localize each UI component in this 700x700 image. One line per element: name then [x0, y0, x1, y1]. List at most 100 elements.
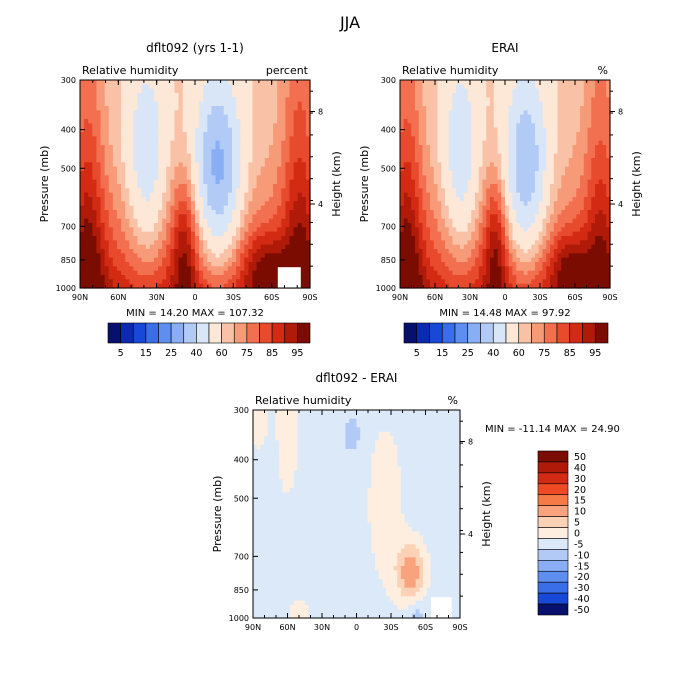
- field-cell: [88, 197, 93, 202]
- field-cell: [531, 114, 536, 120]
- field-cell: [88, 97, 93, 103]
- field-cell: [527, 240, 532, 246]
- field-cell: [418, 136, 424, 142]
- field-cell: [166, 93, 171, 98]
- field-cell: [141, 236, 147, 241]
- field-cell: [260, 166, 266, 172]
- field-cell: [415, 205, 420, 211]
- field-cell: [527, 140, 532, 146]
- field-cell: [195, 127, 200, 133]
- field-cell: [264, 132, 270, 137]
- field-cell: [223, 140, 229, 146]
- field-cell: [166, 192, 171, 198]
- field-cell: [252, 249, 258, 254]
- field-cell: [293, 80, 299, 85]
- field-cell: [297, 179, 303, 185]
- field-cell: [240, 179, 245, 185]
- field-cell: [490, 166, 495, 172]
- field-cell: [486, 127, 491, 133]
- field-cell: [199, 240, 204, 246]
- field-cell: [508, 153, 514, 159]
- field-cell: [153, 127, 159, 133]
- field-cell: [236, 110, 241, 116]
- field-cell: [178, 218, 184, 224]
- field-cell: [260, 127, 266, 133]
- field-cell: [260, 262, 266, 267]
- field-cell: [256, 97, 262, 103]
- field-cell: [273, 244, 278, 250]
- field-cell: [433, 101, 439, 107]
- field-cell: [565, 175, 570, 181]
- field-cell: [531, 80, 536, 85]
- field-cell: [445, 179, 450, 185]
- field-cell: [195, 192, 200, 198]
- field-cell: [285, 106, 291, 111]
- field-cell: [195, 132, 200, 137]
- field-cell: [190, 84, 196, 90]
- field-cell: [170, 93, 176, 98]
- field-cell: [505, 162, 510, 168]
- field-cell: [244, 275, 249, 280]
- field-cell: [550, 244, 555, 250]
- field-cell: [260, 114, 266, 120]
- field-cell: [170, 218, 176, 224]
- field-cell: [80, 184, 85, 189]
- field-cell: [568, 162, 574, 168]
- field-cell: [497, 140, 502, 146]
- field-cell: [268, 97, 274, 103]
- field-cell: [240, 132, 245, 137]
- field-cell: [433, 166, 439, 172]
- field-cell: [400, 205, 405, 211]
- field-cell: [565, 153, 570, 159]
- field-cell: [281, 158, 286, 163]
- field-cell: [467, 123, 472, 129]
- field-cell: [441, 214, 446, 220]
- field-cell: [211, 192, 217, 198]
- field-cell: [403, 240, 409, 246]
- field-cell: [158, 201, 163, 207]
- field-cell: [281, 106, 286, 111]
- field-cell: [561, 153, 566, 159]
- field-cell: [415, 145, 420, 150]
- field-cell: [203, 270, 208, 276]
- field-cell: [141, 179, 147, 185]
- figure-title: JJA: [339, 13, 360, 32]
- field-cell: [129, 244, 134, 250]
- field-cell: [475, 197, 480, 202]
- field-cell: [407, 127, 412, 133]
- field-cell: [293, 201, 299, 207]
- field-cell: [441, 179, 446, 185]
- field-cell: [252, 136, 258, 142]
- field-cell: [478, 201, 484, 207]
- field-cell: [125, 244, 130, 250]
- field-cell: [531, 127, 536, 133]
- field-cell: [145, 279, 151, 285]
- field-cell: [153, 166, 159, 172]
- field-cell: [448, 192, 454, 198]
- field-cell: [129, 240, 134, 246]
- field-cell: [88, 210, 93, 215]
- field-cell: [166, 175, 171, 181]
- field-cell: [478, 175, 484, 181]
- field-cell: [576, 162, 581, 168]
- field-cell: [268, 240, 274, 246]
- field-cell: [92, 270, 98, 276]
- field-cell: [433, 201, 439, 207]
- field-cell: [133, 127, 139, 133]
- field-cell: [236, 158, 241, 163]
- field-cell: [125, 80, 130, 85]
- field-cell: [133, 119, 139, 124]
- field-cell: [467, 244, 472, 250]
- field-cell: [281, 110, 286, 116]
- field-cell: [137, 253, 143, 259]
- field-cell: [437, 119, 442, 124]
- field-cell: [96, 201, 102, 207]
- field-cell: [207, 140, 213, 146]
- field-cell: [595, 80, 600, 85]
- field-cell: [415, 153, 420, 159]
- field-cell: [182, 149, 188, 155]
- field-cell: [493, 119, 499, 124]
- field-cell: [195, 171, 200, 176]
- field-cell: [195, 119, 200, 124]
- field-cell: [572, 201, 577, 207]
